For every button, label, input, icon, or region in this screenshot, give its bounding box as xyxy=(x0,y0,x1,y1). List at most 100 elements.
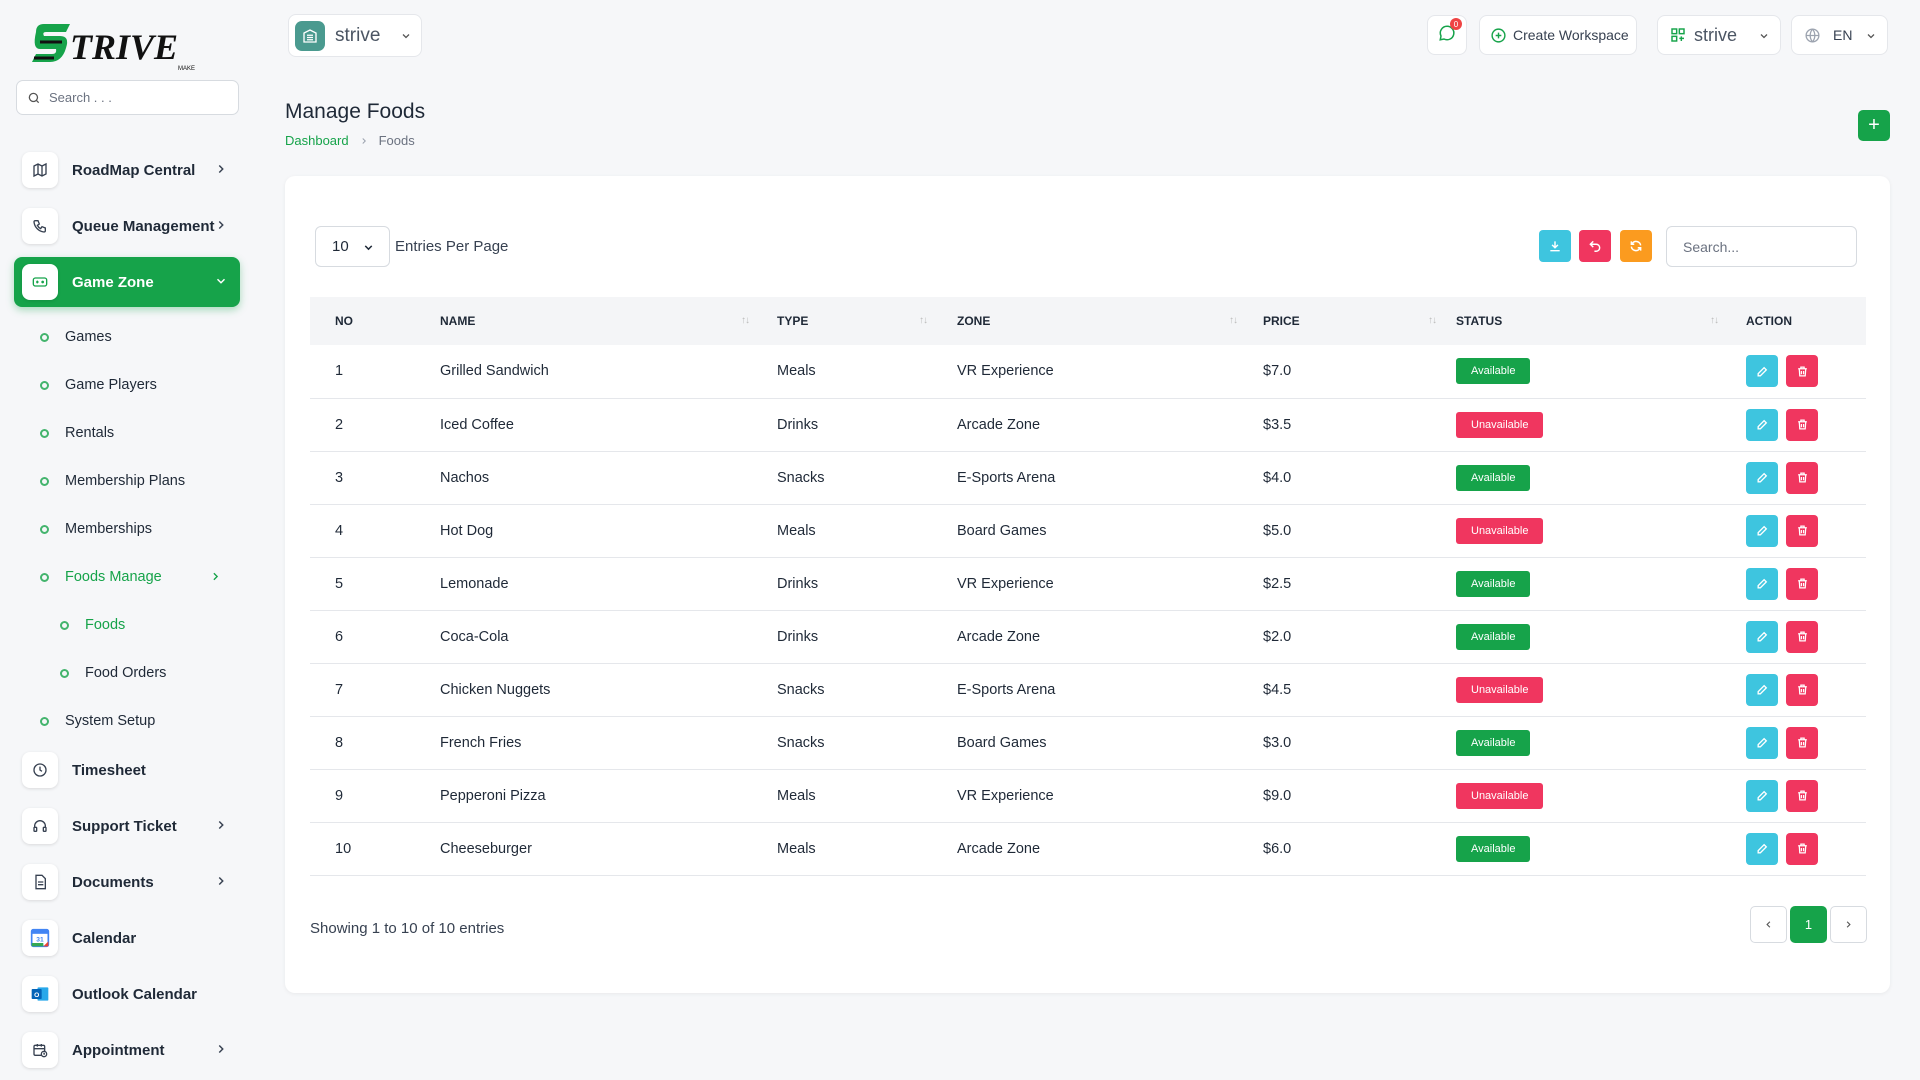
chevron-right-icon xyxy=(214,1042,228,1056)
sidebar-item-support-ticket[interactable]: Support Ticket xyxy=(14,801,240,851)
sidebar-subitem-system-setup[interactable]: System Setup xyxy=(14,697,240,745)
workspace-name: strive xyxy=(335,24,381,46)
messages-button[interactable]: 0 xyxy=(1427,15,1467,55)
edit-button[interactable] xyxy=(1746,514,1778,547)
column-header-zone[interactable]: ZONE ↑↓ xyxy=(957,314,1238,328)
chevron-right-icon xyxy=(214,874,228,888)
cell-status: Available xyxy=(1456,716,1746,769)
edit-button[interactable] xyxy=(1746,567,1778,600)
sort-icon: ↑↓ xyxy=(919,315,928,326)
refresh-button[interactable] xyxy=(1620,230,1652,262)
svg-text:O: O xyxy=(34,992,39,999)
download-button[interactable] xyxy=(1539,230,1571,262)
sidebar-subitem-rentals[interactable]: Rentals xyxy=(14,409,240,457)
workspace-switcher[interactable]: strive xyxy=(1657,15,1781,55)
sidebar-subitem-food-orders[interactable]: Food Orders xyxy=(14,649,240,697)
globe-icon xyxy=(1804,27,1821,44)
delete-button[interactable] xyxy=(1786,832,1818,865)
cell-name: Hot Dog xyxy=(440,522,494,539)
sidebar-subitem-memberships[interactable]: Memberships xyxy=(14,505,240,553)
status-badge: Available xyxy=(1456,623,1531,650)
delete-button[interactable] xyxy=(1786,514,1818,547)
pencil-icon xyxy=(1756,418,1769,431)
column-header-name[interactable]: NAME ↑↓ xyxy=(440,314,750,328)
delete-button[interactable] xyxy=(1786,461,1818,494)
pencil-icon xyxy=(1756,524,1769,537)
edit-button[interactable] xyxy=(1746,461,1778,494)
strive-logo[interactable]: TRIVE MAKE xyxy=(30,18,210,74)
edit-button[interactable] xyxy=(1746,726,1778,759)
table-row: 6 Coca-Cola Drinks Arcade Zone $2.0 Available xyxy=(310,610,1866,663)
sidebar-item-timesheet[interactable]: Timesheet xyxy=(14,745,240,795)
sidebar-item-calendar[interactable]: 31 Calendar xyxy=(14,913,240,963)
sidebar-subitem-foods-manage[interactable]: Foods Manage xyxy=(14,553,240,601)
column-header-type[interactable]: TYPE ↑↓ xyxy=(777,314,928,328)
delete-button[interactable] xyxy=(1786,673,1818,706)
language-select[interactable]: EN xyxy=(1791,15,1888,55)
cell-name: French Fries xyxy=(440,734,522,751)
sidebar-item-outlook-calendar[interactable]: O Outlook Calendar xyxy=(14,969,240,1019)
pagination-page-1[interactable]: 1 xyxy=(1790,906,1827,943)
create-workspace-button[interactable]: Create Workspace xyxy=(1479,15,1637,55)
pencil-icon xyxy=(1756,365,1769,378)
column-header-price[interactable]: PRICE ↑↓ xyxy=(1263,314,1437,328)
delete-button[interactable] xyxy=(1786,620,1818,653)
sidebar-subitem-games[interactable]: Games xyxy=(14,313,240,361)
sidebar-search-input[interactable]: Search . . . xyxy=(16,80,239,115)
sidebar-item-game-zone[interactable]: Game Zone xyxy=(14,257,240,307)
edit-button[interactable] xyxy=(1746,355,1778,388)
sidebar-item-documents[interactable]: Documents xyxy=(14,857,240,907)
workspace-select[interactable]: strive xyxy=(288,14,422,57)
cell-price: $4.0 xyxy=(1263,469,1292,486)
edit-button[interactable] xyxy=(1746,408,1778,441)
status-badge: Available xyxy=(1456,729,1531,756)
column-header-no[interactable]: NO xyxy=(335,314,353,328)
cell-price: $9.0 xyxy=(1263,787,1292,804)
bullet-icon xyxy=(40,476,49,486)
cell-price: $6.0 xyxy=(1263,840,1292,857)
entries-per-page-select[interactable]: 10 xyxy=(315,226,390,267)
table-search-input[interactable]: Search... xyxy=(1666,226,1857,267)
edit-button[interactable] xyxy=(1746,779,1778,812)
delete-button[interactable] xyxy=(1786,408,1818,441)
add-food-button[interactable]: + xyxy=(1858,110,1890,141)
sidebar-item-label: Support Ticket xyxy=(72,817,177,835)
sidebar-subitem-label: Games xyxy=(65,329,112,345)
pagination-next-button[interactable] xyxy=(1830,906,1867,943)
sidebar-subitem-game-players[interactable]: Game Players xyxy=(14,361,240,409)
status-badge: Available xyxy=(1456,835,1531,862)
cell-status: Unavailable xyxy=(1456,769,1746,822)
sidebar-subitem-membership-plans[interactable]: Membership Plans xyxy=(14,457,240,505)
cell-status: Unavailable xyxy=(1456,504,1746,557)
reset-button[interactable] xyxy=(1579,230,1611,262)
chevron-down-icon xyxy=(1758,30,1770,42)
edit-button[interactable] xyxy=(1746,673,1778,706)
delete-button[interactable] xyxy=(1786,567,1818,600)
search-icon xyxy=(27,91,41,105)
table-row: 2 Iced Coffee Drinks Arcade Zone $3.5 Unavail… xyxy=(310,398,1866,451)
sidebar-subitem-label: Food Orders xyxy=(85,665,167,681)
page-title: Manage Foods xyxy=(285,100,426,123)
edit-button[interactable] xyxy=(1746,832,1778,865)
sidebar-item-roadmap-central[interactable]: RoadMap Central xyxy=(14,145,240,195)
delete-button[interactable] xyxy=(1786,355,1818,388)
cell-no: 7 xyxy=(335,681,344,698)
cell-no: 2 xyxy=(335,416,344,433)
delete-button[interactable] xyxy=(1786,726,1818,759)
sidebar-item-label: Outlook Calendar xyxy=(72,985,198,1003)
table-search-placeholder: Search... xyxy=(1683,238,1740,255)
status-badge: Unavailable xyxy=(1456,517,1544,544)
edit-button[interactable] xyxy=(1746,620,1778,653)
pagination-prev-button[interactable] xyxy=(1750,906,1787,943)
pagination: 1 xyxy=(1747,906,1867,943)
workspace-switcher-label: strive xyxy=(1694,24,1738,45)
cell-no: 4 xyxy=(335,522,344,539)
sidebar-item-appointment[interactable]: Appointment xyxy=(14,1025,240,1075)
sidebar-subitem-foods[interactable]: Foods xyxy=(14,601,240,649)
column-header-status[interactable]: STATUS ↑↓ xyxy=(1456,314,1719,328)
cell-name: Coca-Cola xyxy=(440,628,509,645)
breadcrumb-dashboard-link[interactable]: Dashboard xyxy=(285,133,349,148)
delete-button[interactable] xyxy=(1786,779,1818,812)
sidebar-item-queue-management[interactable]: Queue Management xyxy=(14,201,240,251)
cell-type: Meals xyxy=(777,363,816,380)
